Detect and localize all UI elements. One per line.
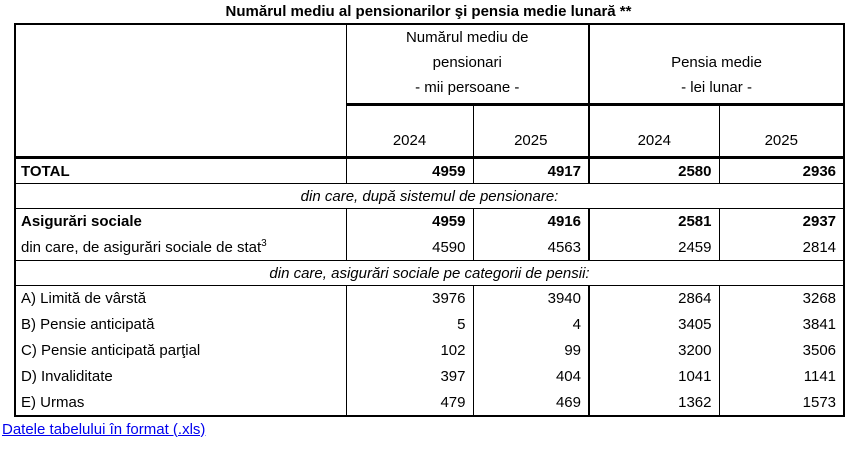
footnote-superscript: 3 xyxy=(261,237,267,249)
group-header-line: Numărul mediu de xyxy=(405,29,529,46)
band-label: din care, după sistemul de pensionare: xyxy=(15,183,845,209)
table-row-cat-d: D) Invaliditate 397 404 1041 1141 xyxy=(15,363,845,390)
cell-value: 99 xyxy=(472,337,589,364)
corner-cell xyxy=(15,24,346,159)
band-row-categories: din care, asigurări sociale pe categorii… xyxy=(15,260,845,286)
group-header-unit: - mii persoane - xyxy=(415,79,520,96)
cell-value: 1573 xyxy=(718,389,845,416)
cell-value: 4916 xyxy=(472,208,589,235)
cell-value: 102 xyxy=(345,337,473,364)
row-label-text: din care, de asigurări sociale de stat xyxy=(21,238,262,256)
cell-value: 2581 xyxy=(588,208,719,235)
table-row-cat-b: B) Pensie anticipată 5 4 3405 3841 xyxy=(15,311,845,338)
table-row-state-social: din care, de asigurări sociale de stat3 … xyxy=(15,234,845,261)
table-row-cat-e: E) Urmas 479 469 1362 1573 xyxy=(15,389,845,416)
table-row-cat-c: C) Pensie anticipată parţial 102 99 3200… xyxy=(15,337,845,364)
row-label: E) Urmas xyxy=(21,393,85,411)
row-label: B) Pensie anticipată xyxy=(21,316,155,333)
row-label: A) Limită de vârstă xyxy=(21,290,147,308)
group-header-unit: - lei lunar - xyxy=(681,79,752,96)
cell-value: 4 xyxy=(472,311,589,338)
row-label: Asigurări sociale xyxy=(21,213,142,231)
cell-value: 3976 xyxy=(345,285,473,312)
table-row-cat-a: A) Limită de vârstă 3976 3940 2864 3268 xyxy=(15,285,845,312)
cell-value: 2814 xyxy=(718,234,845,261)
cell-value: 1041 xyxy=(588,363,719,390)
group-header-row: Numărul mediu de pensionari - mii persoa… xyxy=(15,24,845,159)
cell-value: 4959 xyxy=(345,157,473,184)
cell-value: 2580 xyxy=(588,157,719,184)
cell-value: 4917 xyxy=(472,157,589,184)
row-label: D) Invaliditate xyxy=(21,368,113,385)
cell-value: 404 xyxy=(472,363,589,390)
row-label: C) Pensie anticipată parţial xyxy=(21,342,201,359)
group-header-line: pensionari xyxy=(432,54,502,71)
cell-value: 397 xyxy=(345,363,473,390)
cell-value: 2937 xyxy=(718,208,845,235)
cell-value: 479 xyxy=(345,389,473,416)
year-cell: 2024 xyxy=(345,104,473,159)
page: Numărul mediu al pensionarilor şi pensia… xyxy=(0,3,845,451)
cell-value: 3841 xyxy=(718,311,845,338)
cell-value: 3506 xyxy=(718,337,845,364)
group-header-pension: Pensia medie - lei lunar - xyxy=(587,24,845,106)
cell-value: 469 xyxy=(472,389,589,416)
band-row-system: din care, după sistemul de pensionare: xyxy=(15,183,845,209)
year-header-row: 2024 2025 2024 2025 xyxy=(15,104,845,159)
table-row-social-insurance: Asigurări sociale 4959 4916 2581 2937 xyxy=(15,208,845,235)
band-label: din care, asigurări sociale pe categorii… xyxy=(15,260,845,286)
year-cell: 2024 xyxy=(588,104,719,159)
pension-table: Numărul mediu de pensionari - mii persoa… xyxy=(14,23,845,417)
cell-value: 1362 xyxy=(588,389,719,416)
cell-value: 2459 xyxy=(588,234,719,261)
group-header-pensioners: Numărul mediu de pensionari - mii persoa… xyxy=(345,24,589,106)
cell-value: 3200 xyxy=(588,337,719,364)
cell-value: 5 xyxy=(345,311,473,338)
cell-value: 2936 xyxy=(718,157,845,184)
row-label: TOTAL xyxy=(15,157,346,184)
row-label: din care, de asigurări sociale de stat3 xyxy=(15,234,346,261)
cell-value: 4563 xyxy=(472,234,589,261)
page-title: Numărul mediu al pensionarilor şi pensia… xyxy=(225,3,632,20)
cell-value: 4959 xyxy=(345,208,473,235)
cell-value: 3268 xyxy=(718,285,845,312)
cell-value: 1141 xyxy=(718,363,845,390)
xls-download-link[interactable]: Datele tabelului în format (.xls) xyxy=(2,420,206,438)
year-cell: 2025 xyxy=(718,104,845,159)
cell-value: 4590 xyxy=(345,234,473,261)
group-header-line: Pensia medie xyxy=(671,54,762,71)
cell-value: 2864 xyxy=(588,285,719,312)
year-cell: 2025 xyxy=(472,104,589,159)
table-row-total: TOTAL 4959 4917 2580 2936 xyxy=(15,157,845,184)
cell-value: 3940 xyxy=(472,285,589,312)
cell-value: 3405 xyxy=(588,311,719,338)
